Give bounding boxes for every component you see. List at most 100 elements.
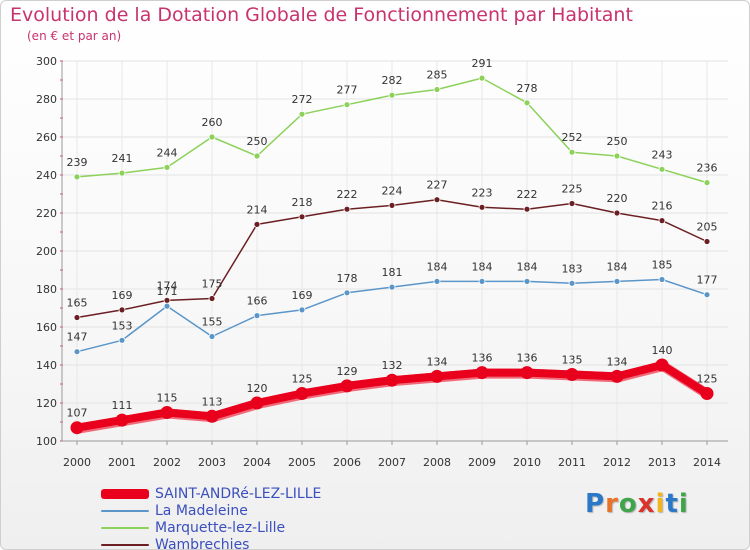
point-wambrechies-2014 — [703, 238, 711, 245]
point-wambrechies-2012 — [613, 209, 621, 217]
x-tick-label-2012: 2012 — [603, 456, 631, 469]
data-label-marquette-lez-lille-2008: 285 — [427, 69, 448, 82]
point-wambrechies-2004 — [253, 220, 261, 228]
data-label-saint-andr-lez-lille-2010: 136 — [517, 352, 538, 365]
point-marquette-lez-lille-2013 — [658, 165, 666, 173]
data-label-marquette-lez-lille-2001: 241 — [112, 152, 133, 165]
data-label-saint-andr-lez-lille-2008: 134 — [427, 355, 448, 368]
point-la-madeleine-2002 — [163, 302, 171, 310]
point-wambrechies-2011 — [568, 200, 576, 207]
legend-label-la-madeleine: La Madeleine — [155, 502, 248, 519]
point-marquette-lez-lille-2001 — [118, 169, 126, 177]
data-label-wambrechies-2000: 165 — [67, 297, 88, 310]
legend-label-wambrechies: Wambrechies — [155, 536, 250, 550]
data-label-la-madeleine-2013: 185 — [652, 259, 673, 272]
legend-label-marquette: Marquette-lez-Lille — [155, 519, 286, 536]
data-label-wambrechies-2004: 214 — [247, 203, 268, 216]
data-label-saint-andr-lez-lille-2014: 125 — [697, 373, 718, 386]
x-tick-label-2013: 2013 — [648, 456, 676, 469]
point-saint-andr-lez-lille-2011 — [565, 368, 579, 381]
point-la-madeleine-2004 — [253, 312, 261, 320]
x-tick-label-2001: 2001 — [108, 456, 136, 469]
data-label-la-madeleine-2007: 181 — [382, 266, 403, 279]
point-marquette-lez-lille-2011 — [568, 148, 576, 156]
data-label-marquette-lez-lille-2012: 250 — [607, 135, 628, 148]
data-label-la-madeleine-2000: 147 — [67, 331, 88, 344]
point-la-madeleine-2005 — [298, 306, 306, 314]
data-label-marquette-lez-lille-2014: 236 — [697, 162, 718, 175]
legend-swatch-marquette — [101, 526, 149, 529]
data-label-wambrechies-2001: 169 — [112, 289, 133, 302]
point-la-madeleine-2013 — [658, 276, 666, 283]
data-label-saint-andr-lez-lille-2003: 113 — [202, 395, 223, 408]
data-label-wambrechies-2013: 216 — [652, 200, 673, 213]
data-label-wambrechies-2005: 218 — [292, 196, 313, 209]
data-label-marquette-lez-lille-2010: 278 — [517, 82, 538, 95]
data-label-la-madeleine-2008: 184 — [427, 260, 448, 273]
chart-subtitle: (en € et par an) — [27, 29, 122, 43]
data-label-saint-andr-lez-lille-2012: 134 — [607, 355, 628, 368]
point-saint-andr-lez-lille-2007 — [385, 373, 399, 387]
point-saint-andr-lez-lille-2001 — [115, 413, 129, 427]
point-saint-andr-lez-lille-2006 — [340, 379, 354, 393]
point-la-madeleine-2000 — [73, 348, 81, 356]
data-label-marquette-lez-lille-2003: 260 — [202, 116, 223, 129]
point-marquette-lez-lille-2002 — [163, 163, 171, 171]
data-labels: 239 241 244 260 250 272 277 282 285 291 278 252 250 2… — [67, 57, 718, 420]
y-tick-label-180: 180 — [36, 283, 57, 296]
point-marquette-lez-lille-2009 — [478, 74, 486, 82]
data-label-saint-andr-lez-lille-2004: 120 — [247, 382, 268, 395]
point-marquette-lez-lille-2010 — [523, 99, 531, 107]
x-tick-label-2005: 2005 — [288, 456, 316, 469]
point-marquette-lez-lille-2008 — [433, 86, 441, 93]
data-label-marquette-lez-lille-2009: 291 — [472, 57, 493, 70]
point-marquette-lez-lille-2014 — [703, 179, 711, 187]
data-label-marquette-lez-lille-2011: 252 — [562, 131, 583, 144]
data-label-saint-andr-lez-lille-2007: 132 — [382, 359, 403, 372]
legend-swatch-wambrechies — [101, 543, 149, 546]
point-marquette-lez-lille-2006 — [343, 101, 351, 109]
point-saint-andr-lez-lille-2003 — [205, 409, 219, 423]
point-la-madeleine-2012 — [613, 277, 621, 285]
data-label-saint-andr-lez-lille-2006: 129 — [337, 365, 358, 378]
data-label-la-madeleine-2014: 177 — [697, 274, 718, 287]
legend-item-wambrechies: Wambrechies — [101, 536, 321, 550]
proxiti-logo: Proxiti — [585, 489, 689, 519]
point-la-madeleine-2006 — [343, 289, 351, 297]
x-tick-label-2009: 2009 — [468, 456, 496, 469]
point-la-madeleine-2014 — [703, 291, 711, 299]
x-tick-label-2002: 2002 — [153, 456, 181, 469]
x-tick-label-2004: 2004 — [243, 456, 271, 469]
data-label-marquette-lez-lille-2006: 277 — [337, 84, 358, 97]
data-label-saint-andr-lez-lille-2013: 140 — [652, 344, 673, 357]
point-saint-andr-lez-lille-2013 — [655, 358, 669, 372]
data-label-wambrechies-2006: 222 — [337, 188, 358, 201]
point-wambrechies-2009 — [478, 203, 486, 211]
data-label-saint-andr-lez-lille-2005: 125 — [292, 373, 313, 386]
data-label-la-madeleine-2012: 184 — [607, 260, 628, 273]
y-tick-label-140: 140 — [36, 359, 57, 372]
point-marquette-lez-lille-2003 — [208, 133, 216, 141]
point-saint-andr-lez-lille-2014 — [700, 387, 714, 400]
data-label-la-madeleine-2005: 169 — [292, 289, 313, 302]
logo-letter: o — [618, 489, 638, 519]
y-tick-label-260: 260 — [36, 131, 57, 144]
point-wambrechies-2003 — [208, 295, 216, 302]
data-label-saint-andr-lez-lille-2001: 111 — [112, 399, 133, 412]
data-label-marquette-lez-lille-2005: 272 — [292, 93, 313, 106]
logo-letter: t — [665, 489, 679, 519]
point-la-madeleine-2008 — [433, 277, 441, 285]
logo-letter: i — [655, 489, 666, 519]
data-label-saint-andr-lez-lille-2000: 107 — [67, 407, 88, 420]
point-wambrechies-2006 — [343, 205, 351, 213]
data-label-saint-andr-lez-lille-2011: 135 — [562, 354, 583, 367]
data-label-la-madeleine-2002: 171 — [157, 285, 178, 298]
x-tick-label-2014: 2014 — [693, 456, 721, 469]
data-label-saint-andr-lez-lille-2009: 136 — [472, 352, 493, 365]
point-wambrechies-2000 — [73, 314, 81, 321]
series-lines — [70, 74, 714, 435]
y-tick-label-200: 200 — [36, 245, 57, 258]
data-label-wambrechies-2009: 223 — [472, 186, 493, 199]
logo-letter: x — [637, 489, 656, 519]
